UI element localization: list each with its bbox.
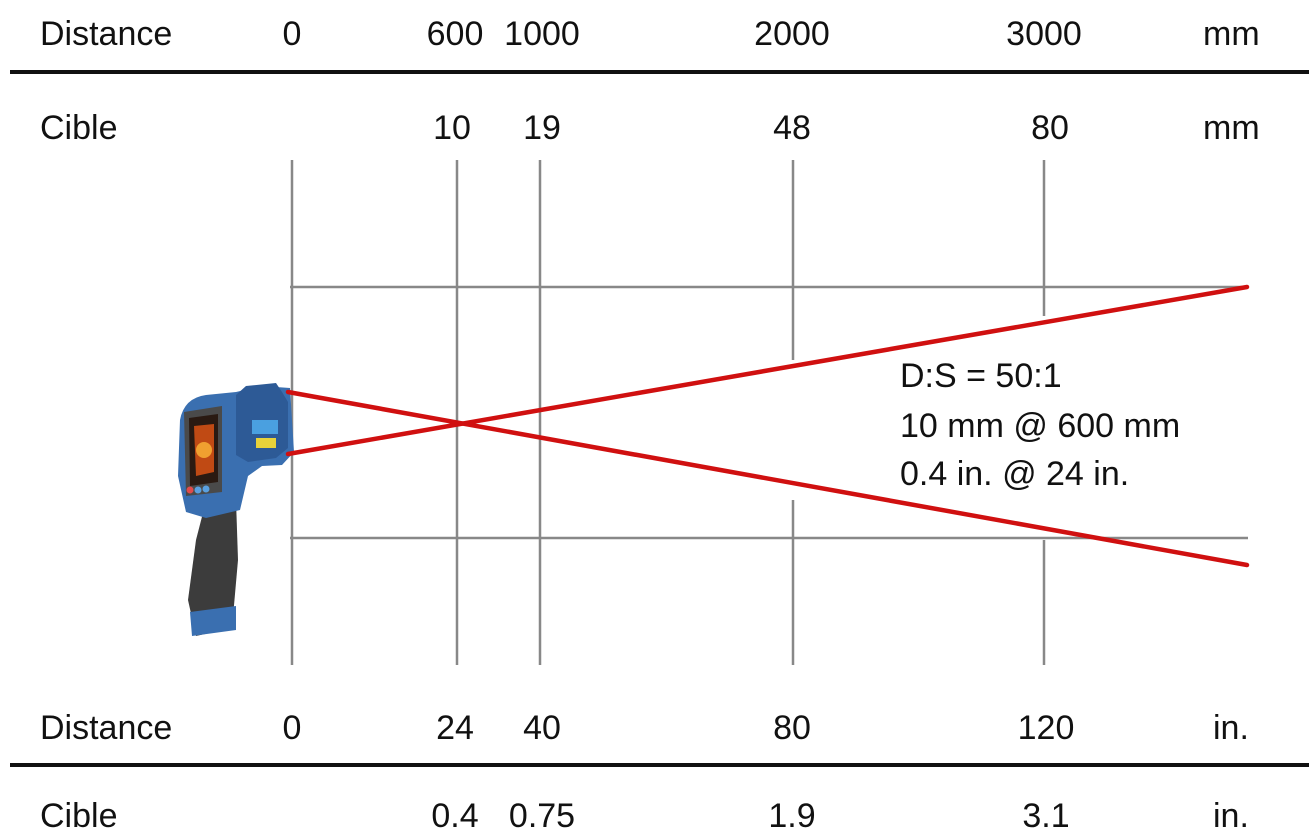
- bottom-target-0-75: 0.75: [508, 797, 576, 835]
- top-target-80: 80: [1031, 109, 1069, 147]
- beam-line-upper-to-lower: [285, 389, 1250, 568]
- top-distance-unit: mm: [1203, 15, 1260, 53]
- bottom-distance-40: 40: [523, 709, 561, 747]
- bottom-distance-120: 120: [1017, 709, 1075, 747]
- top-distance-2000: 2000: [754, 15, 830, 53]
- top-rule: [10, 70, 1309, 74]
- bottom-distance-unit: in.: [1213, 709, 1249, 747]
- bottom-distance-label: Distance: [40, 709, 173, 747]
- imperial-spec-text: 0.4 in. @ 24 in.: [900, 455, 1130, 493]
- top-target-unit: mm: [1203, 109, 1260, 147]
- top-target-48: 48: [773, 109, 811, 147]
- top-distance-label: Distance: [40, 15, 173, 53]
- metric-spec-text: 10 mm @ 600 mm: [900, 407, 1181, 445]
- top-distance-3000: 3000: [1006, 15, 1082, 53]
- infrared-thermometer-icon: [178, 383, 294, 636]
- bottom-distance-24: 24: [436, 709, 474, 747]
- top-distance-1000: 1000: [504, 15, 580, 53]
- top-distance-600: 600: [426, 15, 484, 53]
- bottom-target-label: Cible: [40, 797, 118, 835]
- bottom-rule: [10, 763, 1309, 767]
- ds-ratio-text: D:S = 50:1: [900, 357, 1062, 395]
- beam-line-lower-to-upper: [285, 284, 1250, 457]
- top-target-10: 10: [433, 109, 471, 147]
- beam-lines: [285, 284, 1250, 568]
- bottom-target-1-9: 1.9: [768, 797, 816, 835]
- top-target-19: 19: [523, 109, 561, 147]
- bottom-target-unit: in.: [1213, 797, 1249, 835]
- bottom-target-3-1: 3.1: [1022, 797, 1070, 835]
- bottom-distance-80: 80: [773, 709, 811, 747]
- top-target-label: Cible: [40, 109, 118, 147]
- bottom-target-0-4: 0.4: [431, 797, 479, 835]
- bottom-distance-0: 0: [282, 709, 302, 747]
- top-distance-0: 0: [282, 15, 302, 53]
